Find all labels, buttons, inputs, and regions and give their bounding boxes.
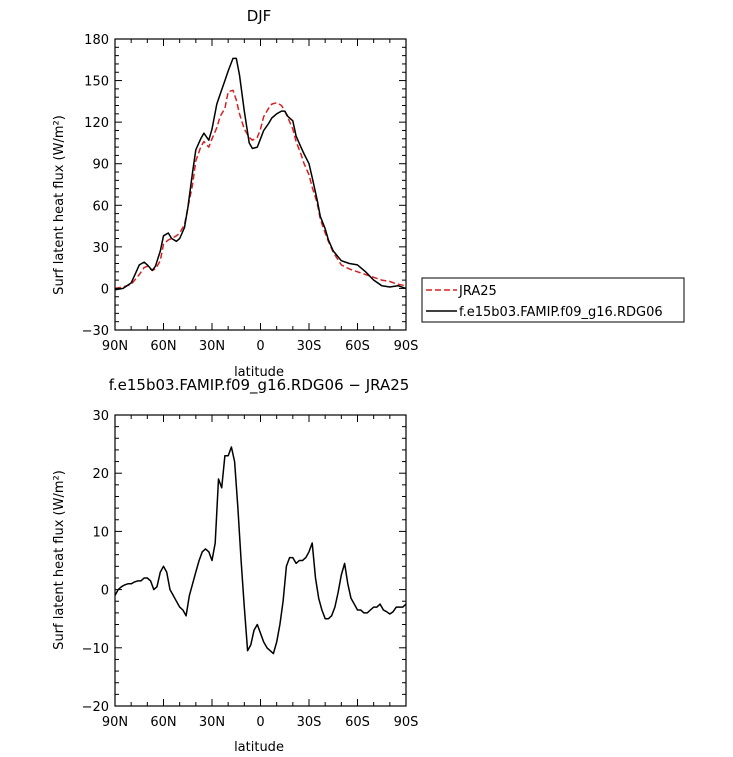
bottom-plot-frame [114, 414, 407, 707]
top-series-line-0 [114, 89, 407, 290]
top-ytick-label: 150 [84, 75, 109, 90]
top-ytick-label: 180 [84, 33, 109, 48]
top-xtick-label: 30N [199, 339, 225, 354]
bottom-xtick-label: 60S [345, 715, 370, 730]
top-chart-title: DJF [247, 7, 272, 25]
top-ytick-label: 120 [84, 116, 109, 131]
bottom-series-line-0 [114, 446, 407, 655]
bottom-chart-title: f.e15b03.FAMIP.f09_g16.RDG06 − JRA25 [109, 376, 410, 395]
top-ytick-label: 60 [92, 199, 109, 214]
top-ytick-label: −30 [82, 324, 109, 339]
top-ytick-label: 0 [101, 282, 109, 297]
legend-label-model: f.e15b03.FAMIP.f09_g16.RDG06 [459, 305, 663, 320]
top-xtick-label: 90N [102, 339, 128, 354]
bottom-ytick-label: −10 [82, 642, 109, 657]
top-xlabel: latitude [234, 365, 284, 380]
bottom-ytick-label: −20 [82, 700, 109, 715]
top-ylabel: Surf latent heat flux (W/m²) [52, 115, 67, 295]
bottom-xtick-label: 0 [256, 715, 264, 730]
top-ytick-label: 90 [92, 158, 109, 173]
top-xtick-label: 30S [297, 339, 322, 354]
top-ytick-label: 30 [92, 241, 109, 256]
legend: JRA25 f.e15b03.FAMIP.f09_g16.RDG06 [421, 277, 685, 323]
legend-label-jra25: JRA25 [458, 284, 497, 299]
bottom-xtick-label: 30S [297, 715, 322, 730]
bottom-xtick-label: 90S [394, 715, 419, 730]
bottom-xtick-label: 60N [150, 715, 176, 730]
top-xtick-label: 60S [345, 339, 370, 354]
top-series-line-1 [114, 57, 407, 291]
bottom-ytick-label: 0 [101, 584, 109, 599]
legend-box [421, 277, 685, 323]
top-panel: DJF Surf latent heat flux (W/m²) latitud… [52, 7, 418, 380]
bottom-xtick-label: 30N [199, 715, 225, 730]
top-plot-frame [114, 38, 407, 331]
bottom-ytick-label: 30 [92, 409, 109, 424]
top-xtick-label: 60N [150, 339, 176, 354]
top-xtick-label: 90S [394, 339, 419, 354]
top-xtick-label: 0 [256, 339, 264, 354]
bottom-panel: f.e15b03.FAMIP.f09_g16.RDG06 − JRA25 Sur… [52, 376, 418, 755]
bottom-xtick-label: 90N [102, 715, 128, 730]
bottom-xlabel: latitude [234, 740, 284, 755]
bottom-ytick-label: 10 [92, 525, 109, 540]
bottom-ytick-label: 20 [92, 467, 109, 482]
bottom-ylabel: Surf latent heat flux (W/m²) [52, 470, 67, 650]
